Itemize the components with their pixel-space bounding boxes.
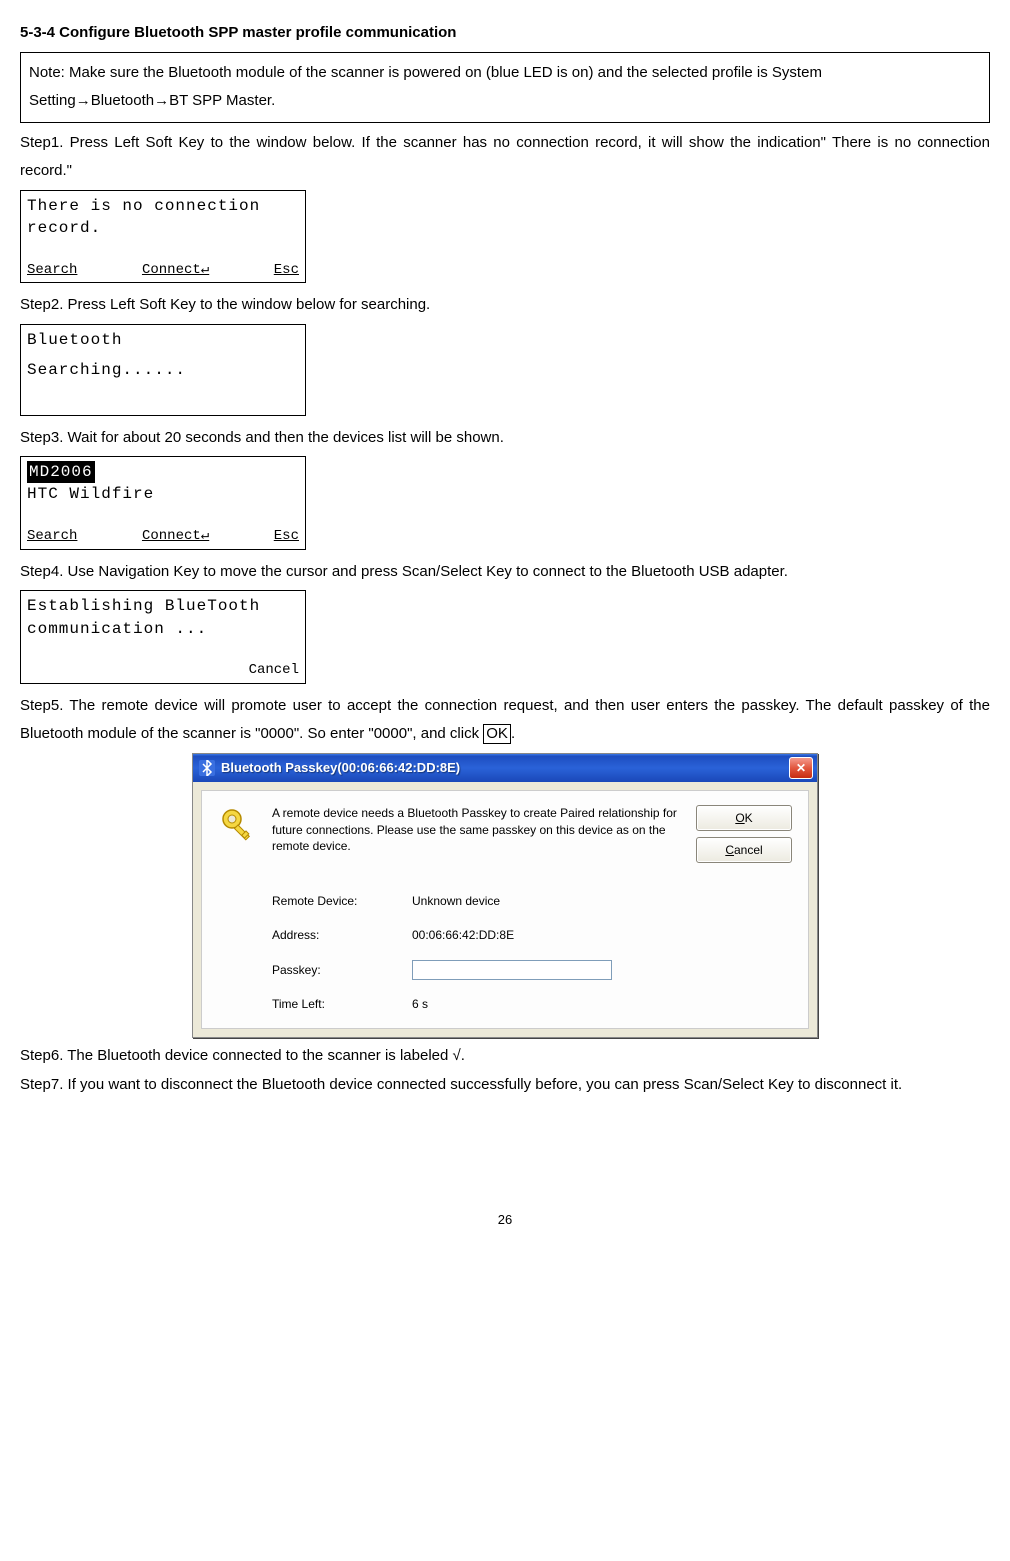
lcd1-soft-mid: Connect↵ [142, 261, 209, 281]
step3-text: Step3. Wait for about 20 seconds and the… [20, 424, 990, 453]
lcd2-line2: Searching...... [27, 359, 299, 381]
lcd-screen-4: Establishing BlueTooth communication ...… [20, 590, 990, 684]
step4-text: Step4. Use Navigation Key to move the cu… [20, 558, 990, 587]
close-icon[interactable]: ✕ [789, 757, 813, 779]
timeleft-label: Time Left: [272, 994, 412, 1014]
step2-text: Step2. Press Left Soft Key to the window… [20, 291, 990, 320]
step5-text: Step5. The remote device will promote us… [20, 692, 990, 749]
passkey-input[interactable] [412, 960, 612, 980]
bluetooth-passkey-dialog: Bluetooth Passkey(00:06:66:42:DD:8E) ✕ A… [192, 753, 818, 1039]
cancel-button[interactable]: Cancel [696, 837, 792, 863]
lcd3-line2: HTC Wildfire [27, 485, 154, 503]
lcd1-soft-left: Search [27, 261, 77, 281]
dialog-description: A remote device needs a Bluetooth Passke… [272, 805, 682, 855]
dialog-title-text: Bluetooth Passkey(00:06:66:42:DD:8E) [221, 757, 789, 779]
lcd3-soft-right: Esc [274, 527, 299, 547]
dialog-titlebar: Bluetooth Passkey(00:06:66:42:DD:8E) ✕ [193, 754, 817, 782]
remote-device-value: Unknown device [412, 891, 500, 911]
lcd2-line1: Bluetooth [27, 329, 299, 351]
ok-inline-box: OK [483, 724, 511, 744]
lcd3-soft-left: Search [27, 527, 77, 547]
remote-device-label: Remote Device: [272, 891, 412, 911]
page-number: 26 [20, 1209, 990, 1231]
step5-post: . [511, 725, 515, 742]
timeleft-value: 6 s [412, 994, 428, 1014]
lcd4-line1: Establishing BlueTooth [27, 595, 299, 617]
lcd3-soft-mid: Connect↵ [142, 527, 209, 547]
lcd-screen-2: Bluetooth Searching...... [20, 324, 990, 416]
lcd1-line1: There is no connection [27, 195, 299, 217]
step7-text: Step7. If you want to disconnect the Blu… [20, 1071, 990, 1100]
lcd4-line2: communication ... [27, 618, 299, 640]
lcd4-soft-right: Cancel [249, 661, 299, 681]
address-value: 00:06:66:42:DD:8E [412, 925, 514, 945]
note-box: Note: Make sure the Bluetooth module of … [20, 52, 990, 123]
key-icon [218, 805, 258, 845]
bluetooth-icon [199, 760, 215, 776]
step6-text: Step6. The Bluetooth device connected to… [20, 1042, 990, 1071]
step1-text: Step1. Press Left Soft Key to the window… [20, 129, 990, 186]
address-label: Address: [272, 925, 412, 945]
lcd1-line2: record. [27, 217, 299, 239]
lcd3-line1-selected: MD2006 [27, 461, 95, 483]
lcd-screen-3: MD2006 HTC Wildfire Search Connect↵ Esc [20, 456, 990, 550]
passkey-label: Passkey: [272, 960, 412, 980]
ok-button[interactable]: OK [696, 805, 792, 831]
section-heading: 5-3-4 Configure Bluetooth SPP master pro… [20, 20, 990, 46]
lcd1-soft-right: Esc [274, 261, 299, 281]
lcd-screen-1: There is no connection record. Search Co… [20, 190, 990, 284]
